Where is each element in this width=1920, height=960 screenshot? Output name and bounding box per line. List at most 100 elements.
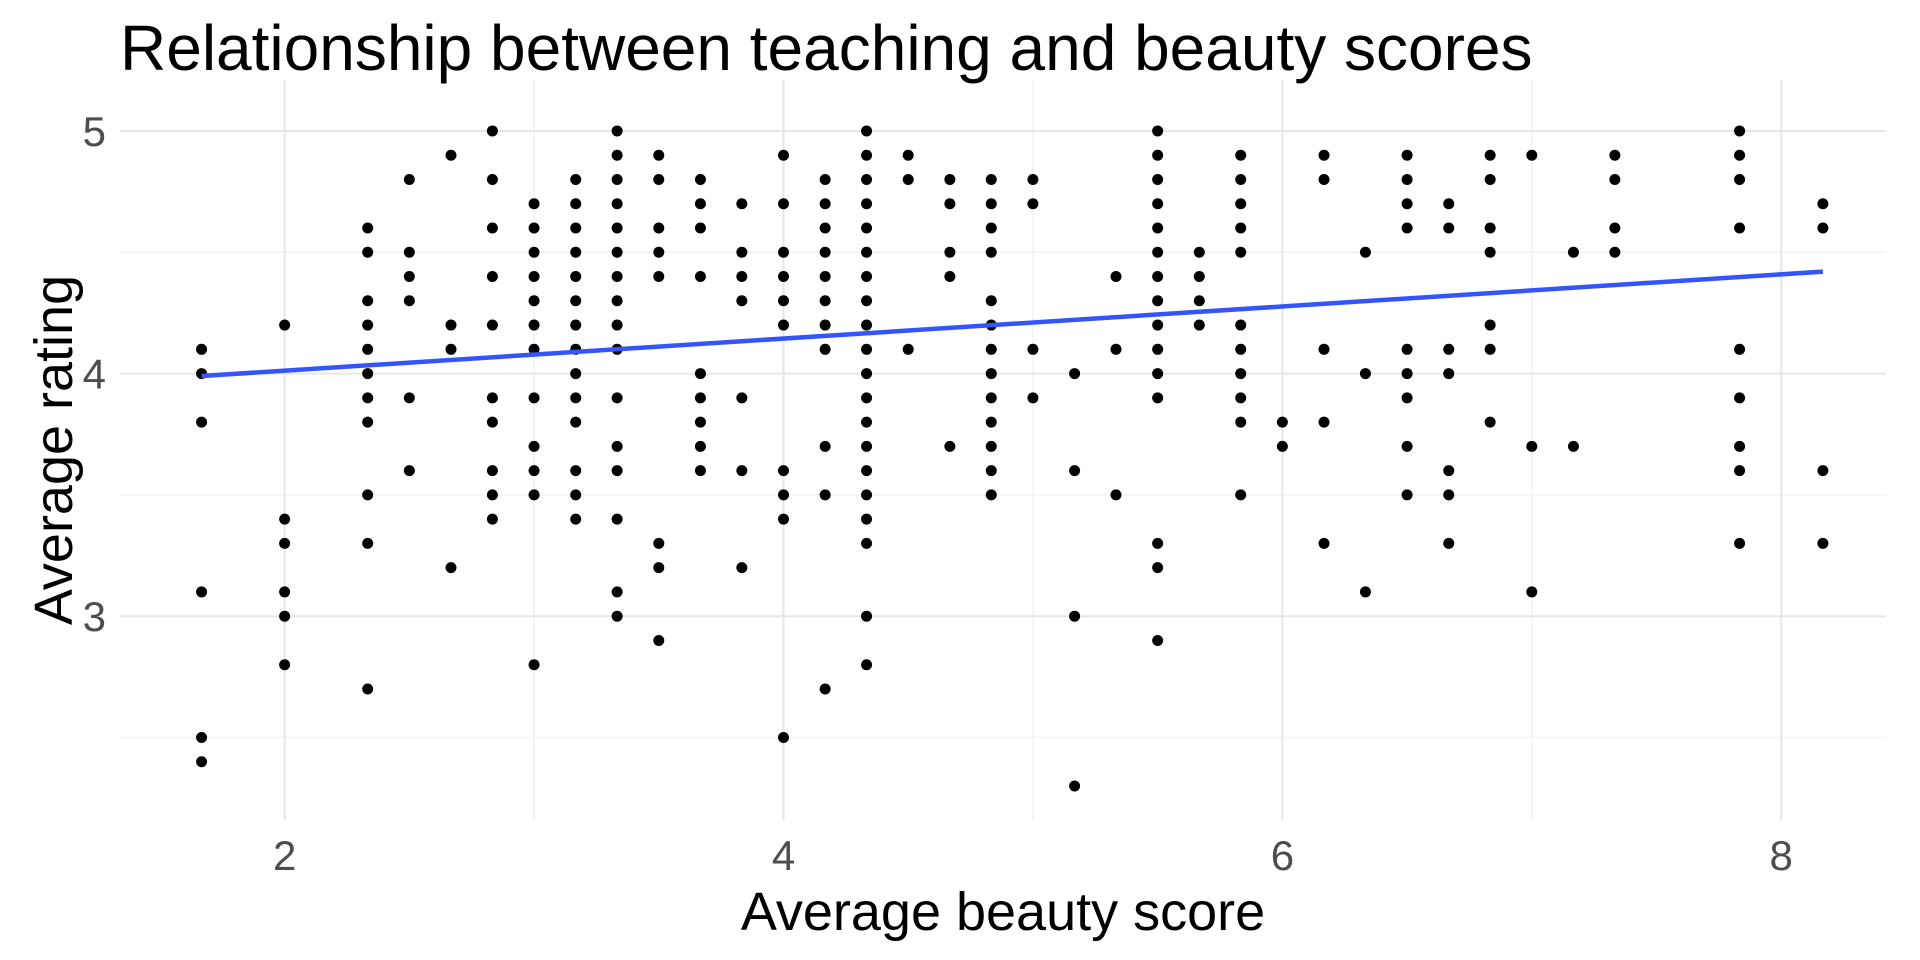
data-point (528, 392, 540, 404)
data-point (985, 222, 997, 234)
data-point (1069, 780, 1081, 792)
data-point (1027, 343, 1039, 355)
data-point (528, 295, 540, 307)
data-point (403, 173, 415, 185)
data-point (445, 562, 457, 574)
data-point (1734, 440, 1746, 452)
data-point (570, 319, 582, 331)
data-point (1484, 173, 1496, 185)
data-point (819, 246, 831, 258)
data-point (403, 246, 415, 258)
data-point (1359, 368, 1371, 380)
data-point (570, 513, 582, 525)
data-point (1401, 489, 1413, 501)
data-point (861, 513, 873, 525)
data-point (1734, 125, 1746, 137)
data-point (611, 465, 623, 477)
tick-labels: 2 4 6 8 3 4 5 (83, 108, 1793, 879)
data-point (1152, 222, 1164, 234)
data-point (861, 489, 873, 501)
y-axis-title: Average rating (24, 275, 84, 625)
data-points (196, 125, 1829, 792)
data-point (1152, 562, 1164, 574)
data-point (777, 246, 789, 258)
data-point (611, 319, 623, 331)
data-point (861, 416, 873, 428)
data-point (819, 440, 831, 452)
data-point (861, 149, 873, 161)
data-point (694, 440, 706, 452)
data-point (362, 222, 374, 234)
data-point (819, 343, 831, 355)
y-tick-label: 3 (83, 593, 106, 640)
data-point (1276, 440, 1288, 452)
data-point (486, 222, 498, 234)
data-point (1152, 246, 1164, 258)
data-point (736, 465, 748, 477)
data-point (1235, 319, 1247, 331)
data-point (1401, 198, 1413, 210)
data-point (1401, 343, 1413, 355)
data-point (1443, 368, 1455, 380)
data-point (528, 440, 540, 452)
data-point (985, 368, 997, 380)
data-point (944, 173, 956, 185)
data-point (736, 562, 748, 574)
data-point (819, 295, 831, 307)
data-point (861, 125, 873, 137)
data-point (1817, 198, 1829, 210)
data-point (570, 368, 582, 380)
data-point (611, 440, 623, 452)
y-tick-label: 5 (83, 108, 106, 155)
data-point (1817, 465, 1829, 477)
data-point (486, 271, 498, 283)
data-point (736, 392, 748, 404)
data-point (1152, 537, 1164, 549)
data-point (1734, 465, 1746, 477)
data-point (777, 465, 789, 477)
data-point (777, 295, 789, 307)
data-point (486, 319, 498, 331)
data-point (861, 222, 873, 234)
data-point (1318, 173, 1330, 185)
data-point (1526, 440, 1538, 452)
data-point (528, 198, 540, 210)
data-point (861, 610, 873, 622)
data-point (861, 271, 873, 283)
data-point (861, 392, 873, 404)
data-point (861, 198, 873, 210)
data-point (362, 319, 374, 331)
data-point (362, 295, 374, 307)
data-point (736, 246, 748, 258)
grid (120, 80, 1886, 820)
data-point (445, 343, 457, 355)
data-point (985, 343, 997, 355)
data-point (736, 271, 748, 283)
data-point (1359, 246, 1371, 258)
data-point (445, 149, 457, 161)
data-point (1817, 222, 1829, 234)
data-point (1110, 343, 1122, 355)
data-point (1276, 416, 1288, 428)
data-point (861, 537, 873, 549)
data-point (403, 392, 415, 404)
data-point (1152, 271, 1164, 283)
data-point (1401, 368, 1413, 380)
data-point (1318, 149, 1330, 161)
data-point (1318, 343, 1330, 355)
data-point (486, 392, 498, 404)
data-point (1443, 465, 1455, 477)
data-point (653, 149, 665, 161)
data-point (902, 173, 914, 185)
data-point (1235, 343, 1247, 355)
data-point (1484, 343, 1496, 355)
data-point (486, 125, 498, 137)
data-point (1359, 586, 1371, 598)
data-point (1152, 149, 1164, 161)
data-point (1734, 343, 1746, 355)
data-point (1401, 222, 1413, 234)
data-point (819, 222, 831, 234)
data-point (1526, 586, 1538, 598)
data-point (279, 513, 291, 525)
